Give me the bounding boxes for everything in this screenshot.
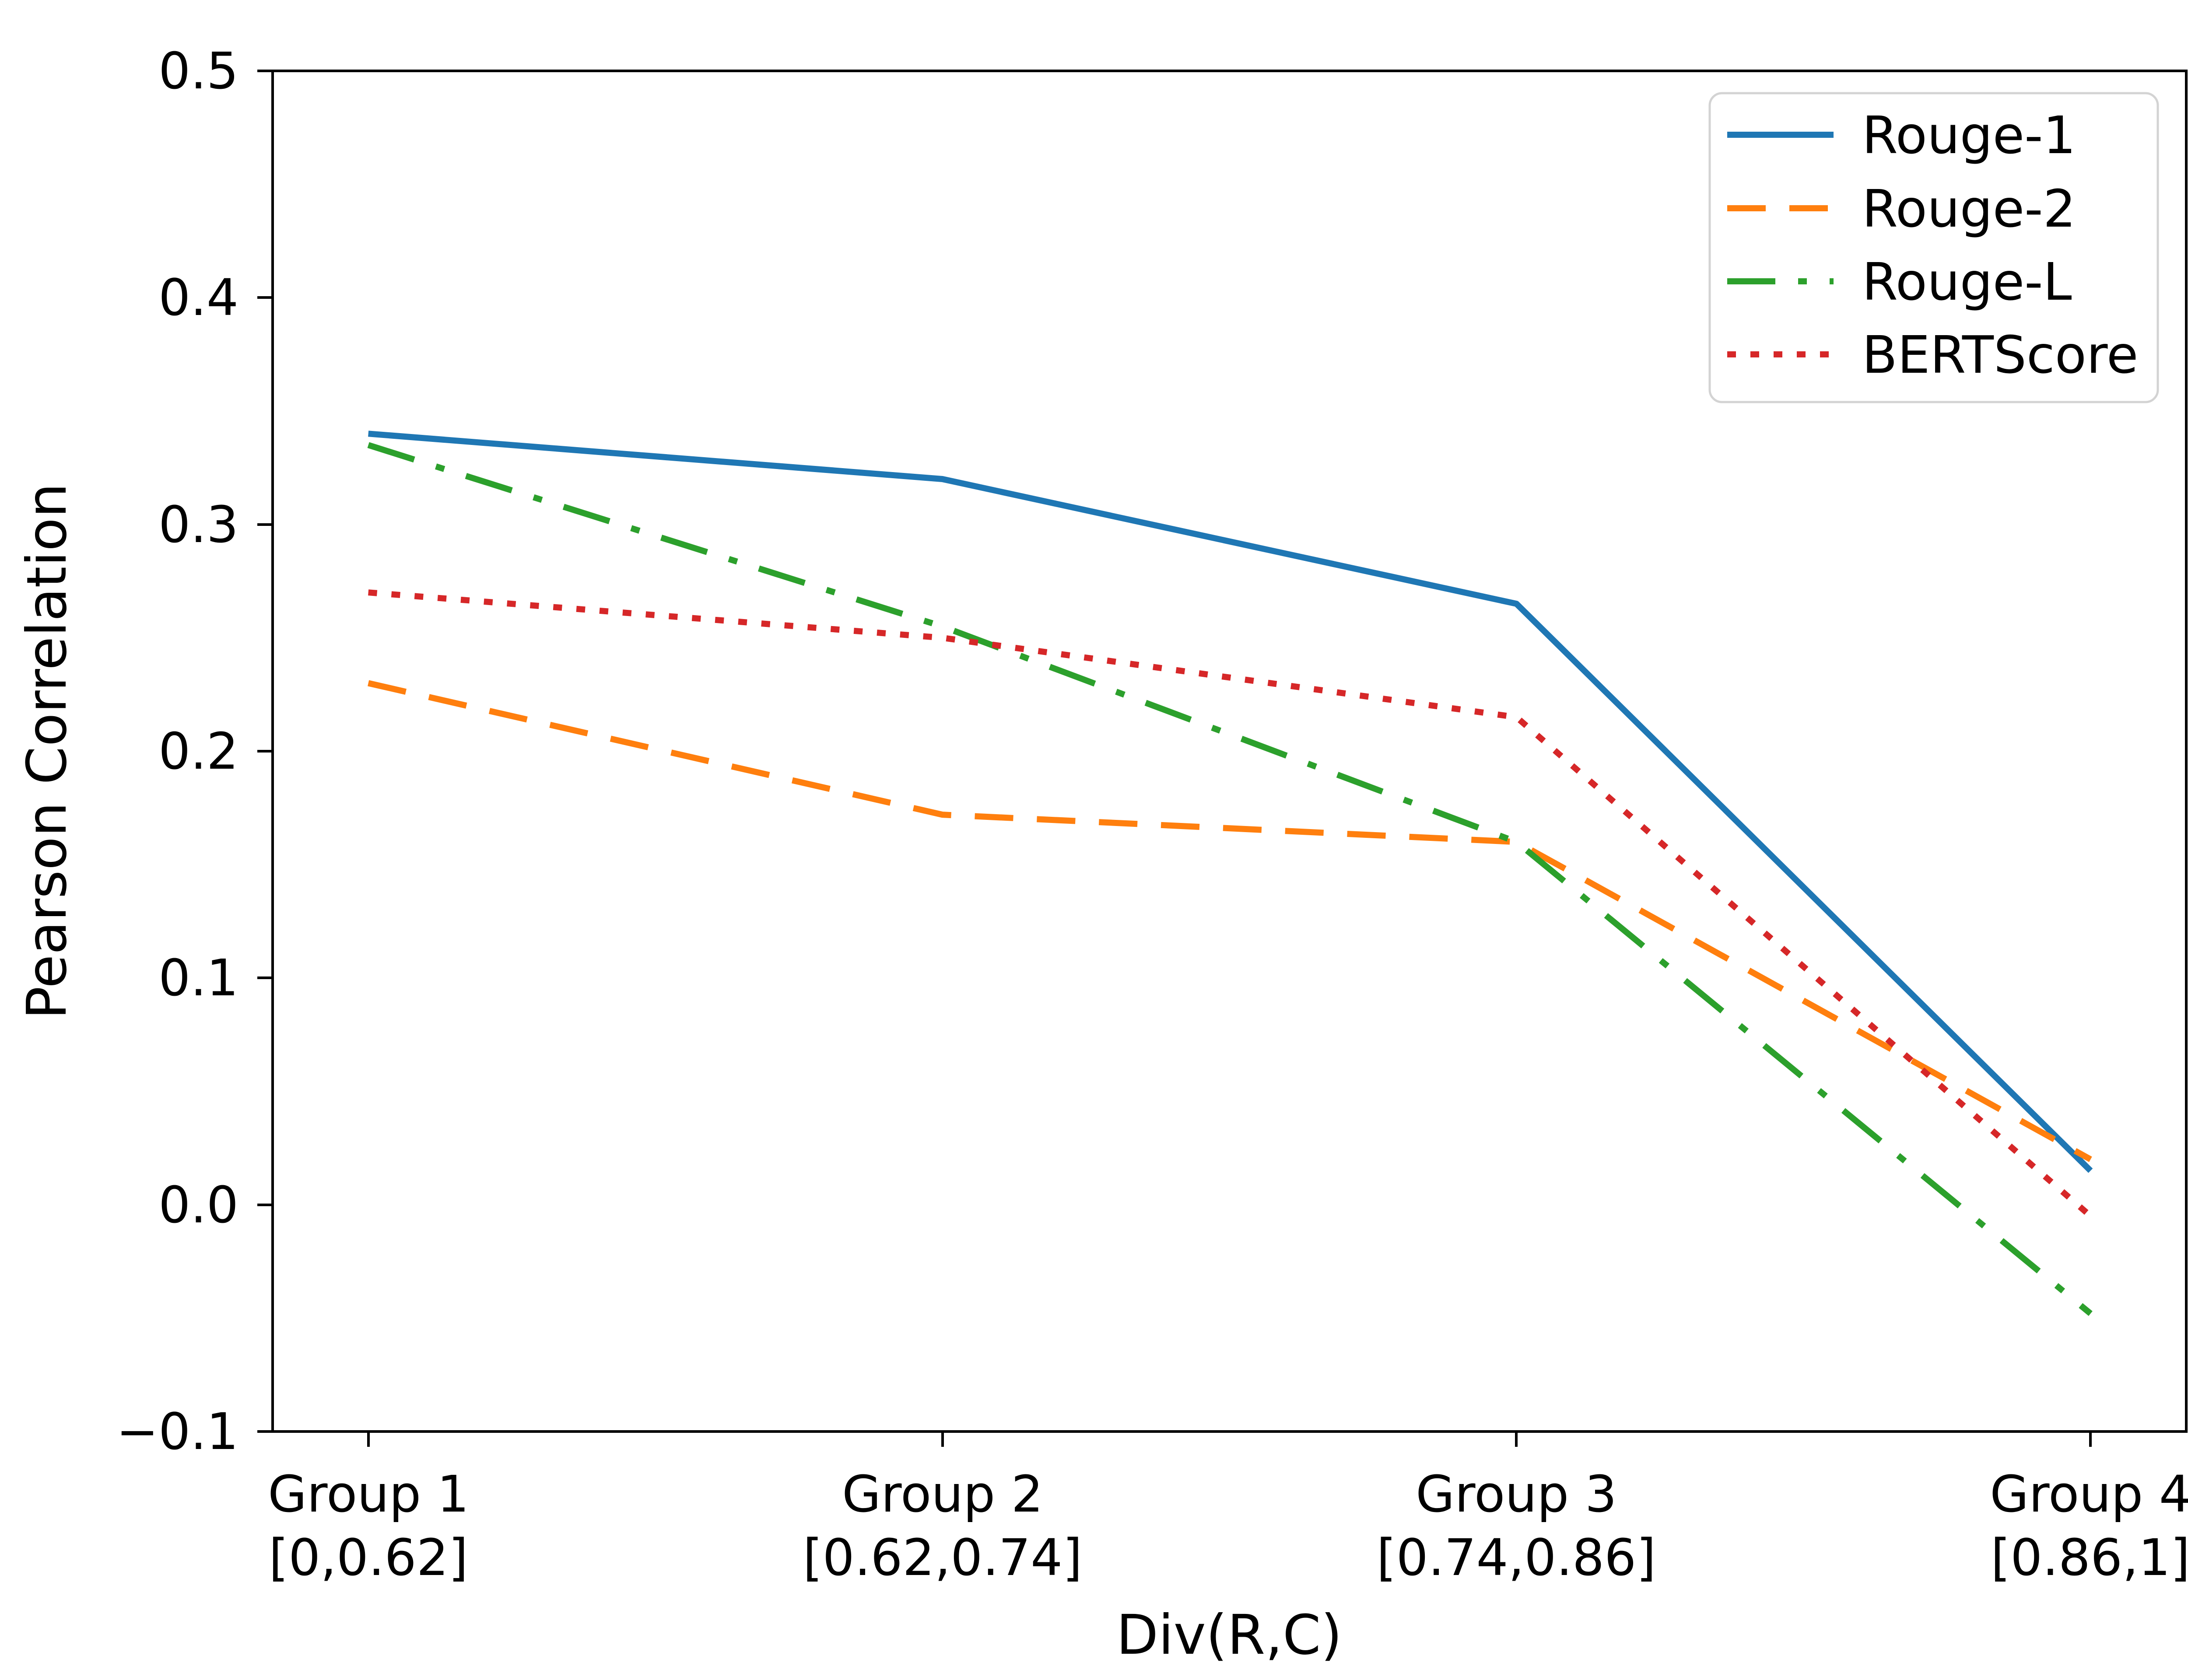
legend-label-rouge-l: Rouge-L [1862,252,2072,312]
y-tick-marks [257,70,273,1433]
y-tick-label: 0.3 [158,496,238,554]
y-tick-label: 0.4 [158,269,238,327]
x-tick-label-group2: Group 2 [0.62,0.74] [803,1465,1082,1587]
y-tick-labels: 0.5 0.4 0.3 0.2 0.1 0.0 −0.1 [116,42,238,1461]
y-tick-label: 0.0 [158,1176,238,1235]
x-tick-marks [367,1432,2092,1447]
x-tick-label-line1: Group 3 [1416,1465,1617,1524]
series-line-rouge-l [367,442,2093,1316]
x-tick-label-line1: Group 2 [842,1465,1043,1524]
series-line-rouge-1 [368,430,2093,1173]
y-tick-label: 0.1 [158,949,238,1008]
legend-label-rouge-1: Rouge-1 [1862,105,2076,165]
series-line-bertscore [368,589,2093,1218]
x-tick-label-group4: Group 4 [0.86,1] [1990,1465,2188,1587]
x-tick-label-line2: [0.86,1] [1991,1529,2188,1587]
y-axis-label: Pearson Correlation [15,483,79,1019]
legend-label-bertscore: BERTScore [1862,325,2138,385]
legend: Rouge-1 Rouge-2 Rouge-L BERTScore [1708,92,2159,403]
y-tick-label: 0.2 [158,722,238,781]
y-tick-label: −0.1 [116,1403,238,1461]
x-tick-label-line1: Group 1 [268,1465,469,1524]
x-tick-label-group1: Group 1 [0,0.62] [268,1465,469,1587]
x-tick-label-line2: [0.62,0.74] [803,1529,1082,1587]
y-tick-label: 0.5 [158,42,238,101]
series-line-rouge-2 [368,680,2092,1162]
x-tick-label-group3: Group 3 [0.74,0.86] [1377,1465,1656,1587]
x-axis-label: Div(R,C) [1116,1603,1342,1667]
x-tick-labels: Group 1 [0,0.62] Group 2 [0.62,0.74] Gro… [268,1465,2188,1587]
x-tick-label-line2: [0.74,0.86] [1377,1529,1656,1587]
legend-box [1708,92,2159,403]
series-lines [367,430,2093,1316]
x-tick-label-line1: Group 4 [1990,1465,2188,1524]
x-tick-label-line2: [0,0.62] [269,1529,468,1587]
legend-label-rouge-2: Rouge-2 [1862,178,2076,239]
